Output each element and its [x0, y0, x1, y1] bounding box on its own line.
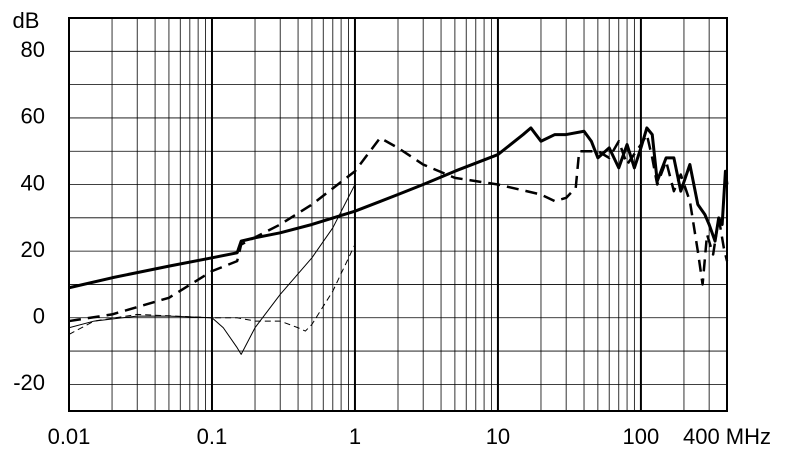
x-tick-label: 10	[486, 424, 510, 449]
x-tick-label: 400 MHz	[683, 424, 771, 449]
y-tick-label: 40	[21, 170, 45, 195]
x-tick-label: 0.01	[48, 424, 91, 449]
x-tick-label: 1	[349, 424, 361, 449]
x-tick-label: 0.1	[197, 424, 228, 449]
data-line	[68, 133, 729, 323]
y-tick-label: 0	[33, 304, 45, 329]
data-line	[68, 184, 356, 355]
y-tick-label: -20	[13, 370, 45, 395]
y-tick-label: 80	[21, 37, 45, 62]
x-tick-label: 100	[623, 424, 660, 449]
y-tick-label: 60	[21, 104, 45, 129]
y-axis-label: dB	[13, 8, 40, 33]
data-line	[68, 126, 729, 290]
y-tick-label: 20	[21, 237, 45, 262]
data-line	[68, 244, 356, 335]
plot-frame	[68, 17, 728, 412]
